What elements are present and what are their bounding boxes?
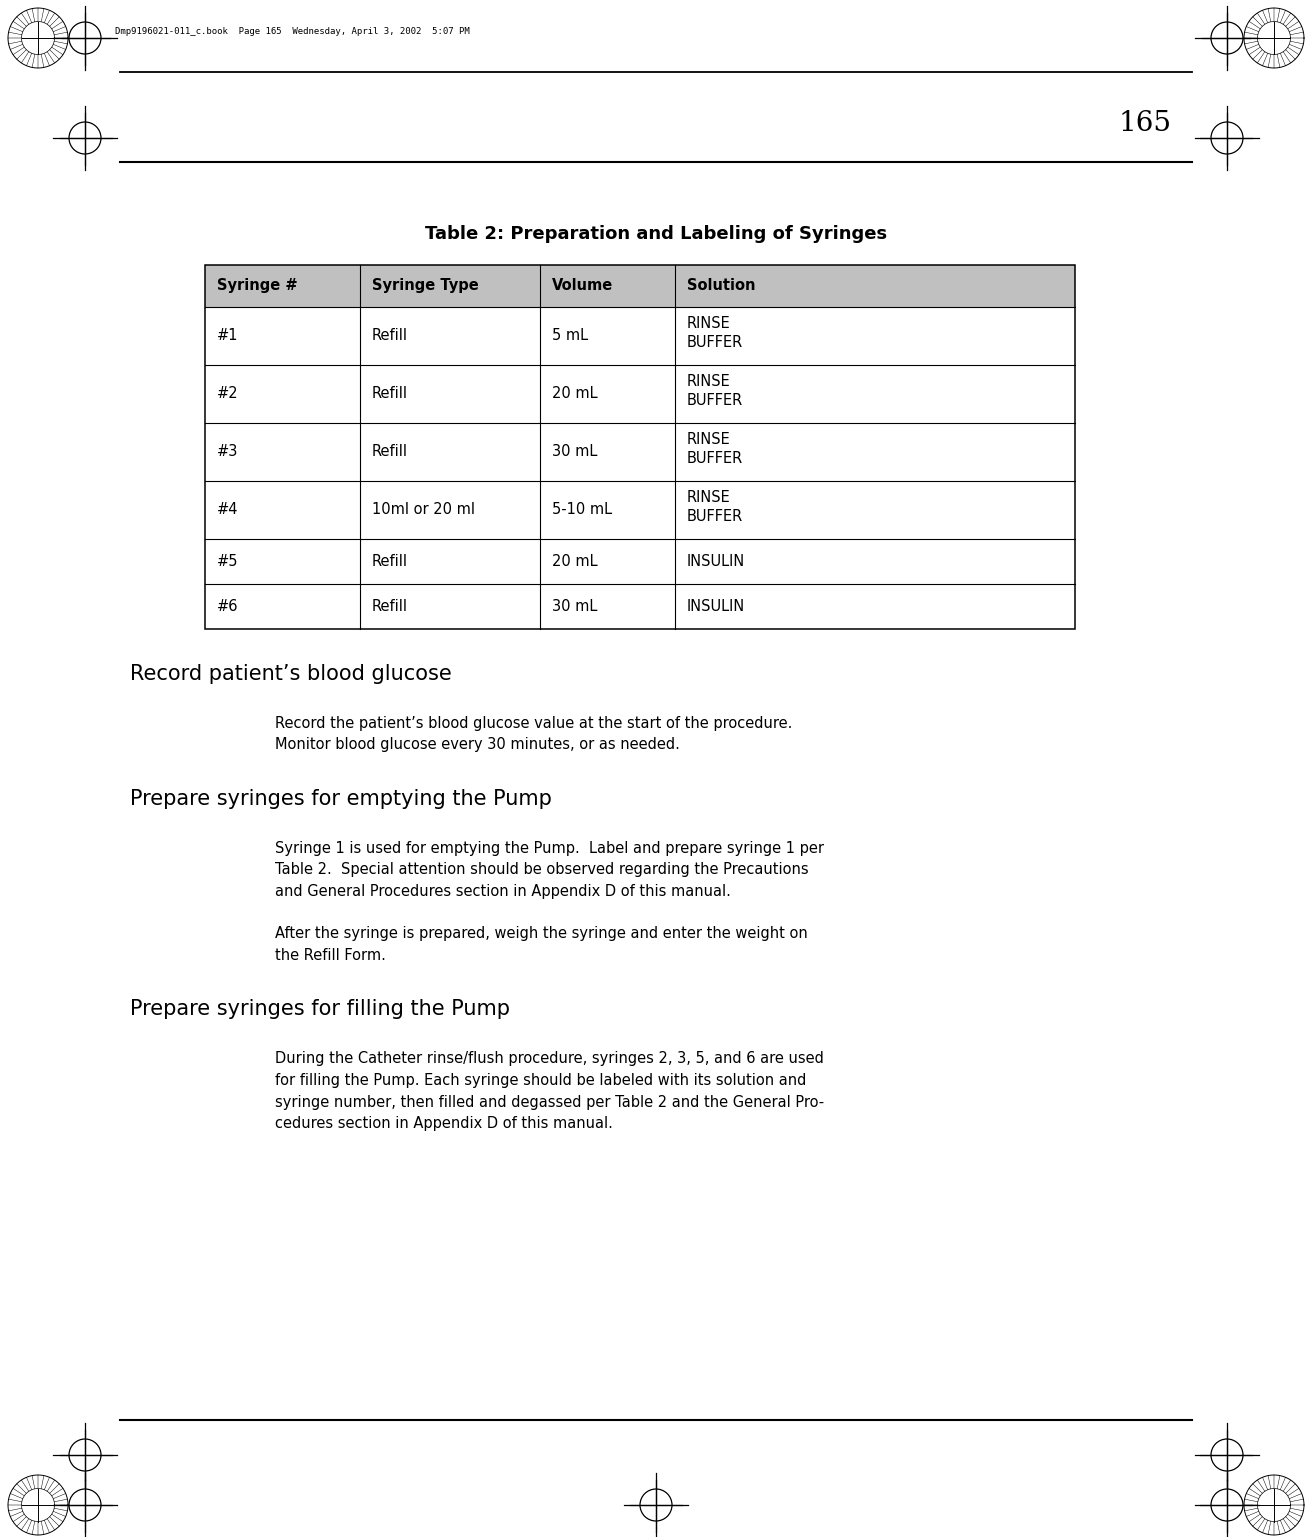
Text: Table 2: Preparation and Labeling of Syringes: Table 2: Preparation and Labeling of Syr… — [425, 224, 887, 243]
Text: Solution: Solution — [687, 278, 756, 294]
Text: Syringe 1 is used for emptying the Pump.  Label and prepare syringe 1 per: Syringe 1 is used for emptying the Pump.… — [276, 841, 824, 856]
Text: RINSE: RINSE — [687, 373, 731, 389]
Text: Refill: Refill — [373, 553, 408, 569]
Text: Prepare syringes for filling the Pump: Prepare syringes for filling the Pump — [130, 999, 510, 1019]
Text: syringe number, then filled and degassed per Table 2 and the General Pro-: syringe number, then filled and degassed… — [276, 1094, 824, 1110]
Text: Monitor blood glucose every 30 minutes, or as needed.: Monitor blood glucose every 30 minutes, … — [276, 738, 680, 753]
Text: After the syringe is prepared, weigh the syringe and enter the weight on: After the syringe is prepared, weigh the… — [276, 927, 808, 942]
Text: cedures section in Appendix D of this manual.: cedures section in Appendix D of this ma… — [276, 1116, 613, 1131]
Text: Refill: Refill — [373, 386, 408, 401]
Text: #1: #1 — [216, 329, 239, 343]
Text: #5: #5 — [216, 553, 239, 569]
Text: BUFFER: BUFFER — [687, 393, 744, 409]
Text: for filling the Pump. Each syringe should be labeled with its solution and: for filling the Pump. Each syringe shoul… — [276, 1073, 807, 1088]
Text: INSULIN: INSULIN — [687, 599, 745, 613]
Text: #3: #3 — [216, 444, 239, 460]
Text: RINSE: RINSE — [687, 490, 731, 504]
Text: 30 mL: 30 mL — [552, 444, 597, 460]
Text: During the Catheter rinse/flush procedure, syringes 2, 3, 5, and 6 are used: During the Catheter rinse/flush procedur… — [276, 1051, 824, 1067]
Text: #6: #6 — [216, 599, 239, 613]
Bar — [205, 264, 1075, 307]
Text: 5-10 mL: 5-10 mL — [552, 503, 613, 518]
Text: Refill: Refill — [373, 329, 408, 343]
Text: #4: #4 — [216, 503, 239, 518]
Text: RINSE: RINSE — [687, 432, 731, 447]
Text: Record patient’s blood glucose: Record patient’s blood glucose — [130, 664, 451, 684]
Text: Dmp9196021-011_c.book  Page 165  Wednesday, April 3, 2002  5:07 PM: Dmp9196021-011_c.book Page 165 Wednesday… — [115, 28, 470, 37]
Text: 30 mL: 30 mL — [552, 599, 597, 613]
Text: 20 mL: 20 mL — [552, 386, 598, 401]
Text: RINSE: RINSE — [687, 315, 731, 330]
Text: 165: 165 — [1119, 111, 1172, 137]
Text: Record the patient’s blood glucose value at the start of the procedure.: Record the patient’s blood glucose value… — [276, 716, 792, 732]
Text: #2: #2 — [216, 386, 239, 401]
Text: Refill: Refill — [373, 599, 408, 613]
Text: and General Procedures section in Appendix D of this manual.: and General Procedures section in Append… — [276, 884, 731, 899]
Text: the Refill Form.: the Refill Form. — [276, 948, 386, 964]
Text: Refill: Refill — [373, 444, 408, 460]
Text: Syringe #: Syringe # — [216, 278, 298, 294]
Text: Table 2.  Special attention should be observed regarding the Precautions: Table 2. Special attention should be obs… — [276, 862, 808, 878]
Text: INSULIN: INSULIN — [687, 553, 745, 569]
Text: BUFFER: BUFFER — [687, 335, 744, 350]
Text: BUFFER: BUFFER — [687, 452, 744, 466]
Text: 10ml or 20 ml: 10ml or 20 ml — [373, 503, 475, 518]
Text: 5 mL: 5 mL — [552, 329, 588, 343]
Text: Syringe Type: Syringe Type — [373, 278, 479, 294]
Text: 20 mL: 20 mL — [552, 553, 598, 569]
Text: Prepare syringes for emptying the Pump: Prepare syringes for emptying the Pump — [130, 788, 552, 808]
Text: Volume: Volume — [552, 278, 613, 294]
Bar — [205, 264, 1075, 629]
Text: BUFFER: BUFFER — [687, 509, 744, 524]
